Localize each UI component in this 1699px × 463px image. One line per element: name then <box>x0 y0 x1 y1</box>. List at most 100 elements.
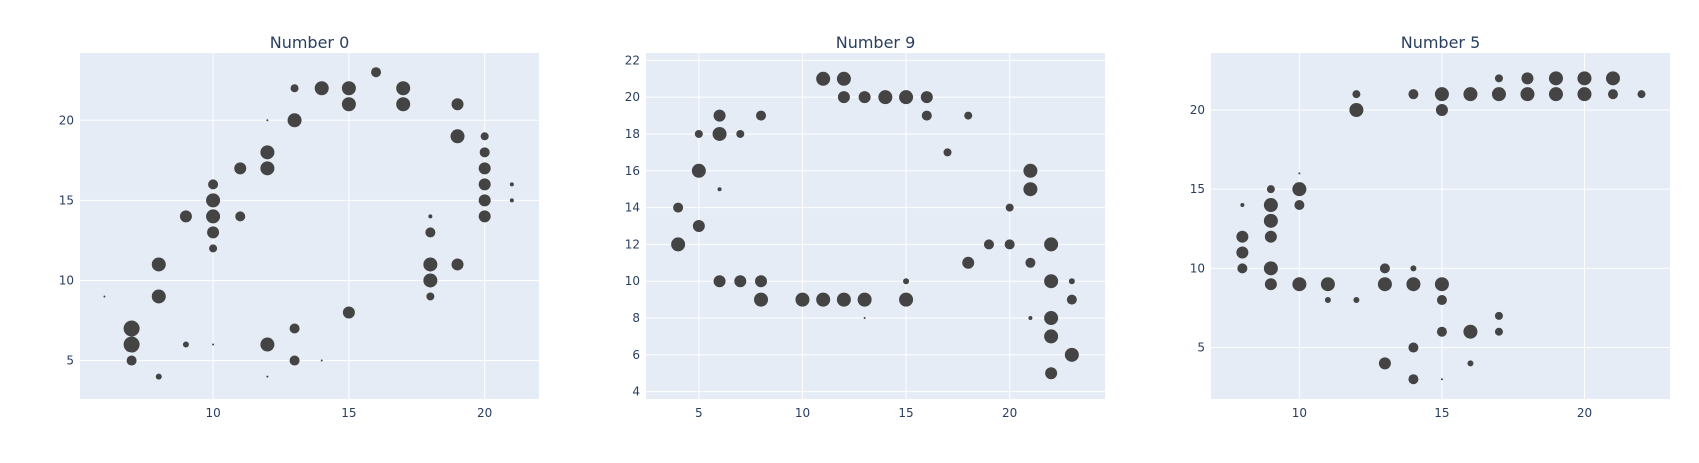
subplot-number-9: 5 10 15 20 4 6 8 10 12 14 16 18 20 22 Number 9 <box>625 33 1105 420</box>
data-point <box>423 257 438 272</box>
data-point <box>423 273 438 288</box>
data-point <box>123 320 140 337</box>
y-tick-label: 4 <box>632 385 640 399</box>
data-point <box>212 343 215 346</box>
data-point <box>478 194 491 207</box>
data-point <box>1045 367 1058 380</box>
y-tick-label: 5 <box>66 354 74 368</box>
data-point <box>289 323 300 334</box>
data-point <box>478 210 491 223</box>
data-point <box>396 81 411 96</box>
data-point <box>206 193 221 208</box>
data-point <box>671 237 686 252</box>
data-point <box>1440 378 1443 381</box>
data-point <box>816 292 831 307</box>
y-tick-label: 16 <box>625 164 640 178</box>
data-point <box>712 126 727 141</box>
y-tick-label: 20 <box>625 90 640 104</box>
data-point <box>1353 297 1360 304</box>
data-point <box>983 239 994 250</box>
data-point <box>1068 278 1075 285</box>
data-point <box>1044 237 1059 252</box>
data-point <box>426 292 435 301</box>
plot-area <box>646 53 1105 399</box>
data-point <box>1494 74 1503 83</box>
data-point <box>691 163 706 178</box>
data-point <box>451 98 464 111</box>
y-tick-label: 6 <box>632 348 640 362</box>
data-point <box>1436 326 1447 337</box>
data-point <box>509 182 514 187</box>
data-point <box>673 202 684 213</box>
data-point <box>206 209 221 224</box>
data-point <box>1436 295 1447 306</box>
data-point <box>1266 185 1275 194</box>
data-point <box>816 71 831 86</box>
plot-area <box>80 53 539 399</box>
data-point <box>734 275 747 288</box>
x-tick-label: 20 <box>1577 406 1592 420</box>
data-point <box>717 187 722 192</box>
data-point <box>103 295 106 298</box>
data-point <box>1044 274 1059 289</box>
data-point <box>260 161 275 176</box>
data-point <box>1463 87 1478 102</box>
data-point <box>1237 263 1248 274</box>
data-point <box>289 355 300 366</box>
y-tick-label: 20 <box>59 113 74 127</box>
data-point <box>1236 230 1249 243</box>
x-tick-label: 15 <box>341 406 356 420</box>
x-tick-label: 10 <box>205 406 220 420</box>
data-point <box>692 220 705 232</box>
data-point <box>713 275 726 288</box>
data-point <box>1605 71 1620 86</box>
data-point <box>1028 316 1033 321</box>
data-point <box>1494 311 1503 320</box>
data-point <box>1467 360 1474 367</box>
data-point <box>155 373 162 380</box>
data-point <box>1379 263 1390 274</box>
data-point <box>1066 294 1077 305</box>
data-point <box>694 129 703 138</box>
data-point <box>1637 90 1646 99</box>
data-point <box>1294 200 1305 211</box>
data-point <box>1023 163 1038 178</box>
data-point <box>1352 90 1361 99</box>
data-point <box>863 317 866 320</box>
data-point <box>425 227 436 238</box>
y-tick-label: 22 <box>625 53 640 67</box>
data-point <box>1548 71 1563 86</box>
data-point <box>260 145 275 160</box>
data-point <box>1378 357 1391 370</box>
y-tick-label: 15 <box>1190 182 1205 196</box>
data-point <box>899 90 914 105</box>
data-point <box>1408 342 1419 353</box>
data-point <box>341 97 356 112</box>
data-point <box>920 91 933 104</box>
data-point <box>480 132 489 141</box>
data-point <box>209 244 218 253</box>
subplot-number-5: 10 15 20 5 10 15 20 Number 5 <box>1190 33 1670 420</box>
data-point <box>151 289 166 304</box>
data-point <box>1377 277 1392 292</box>
x-tick-label: 20 <box>1002 406 1017 420</box>
data-point <box>943 148 952 157</box>
data-point <box>756 110 767 121</box>
data-point <box>921 110 932 121</box>
data-point <box>1434 277 1449 292</box>
data-point <box>1320 277 1335 292</box>
data-point <box>1435 104 1448 117</box>
data-point <box>396 97 411 112</box>
data-point <box>857 292 872 307</box>
data-point <box>478 162 491 175</box>
data-point <box>1349 103 1364 118</box>
data-point <box>1520 87 1535 102</box>
data-point <box>1263 198 1278 213</box>
data-point <box>151 257 166 272</box>
data-point <box>903 278 910 285</box>
x-tick-label: 5 <box>695 406 703 420</box>
data-point <box>1491 87 1506 102</box>
data-point <box>179 210 192 223</box>
data-point <box>1044 329 1059 344</box>
data-point <box>899 292 914 307</box>
